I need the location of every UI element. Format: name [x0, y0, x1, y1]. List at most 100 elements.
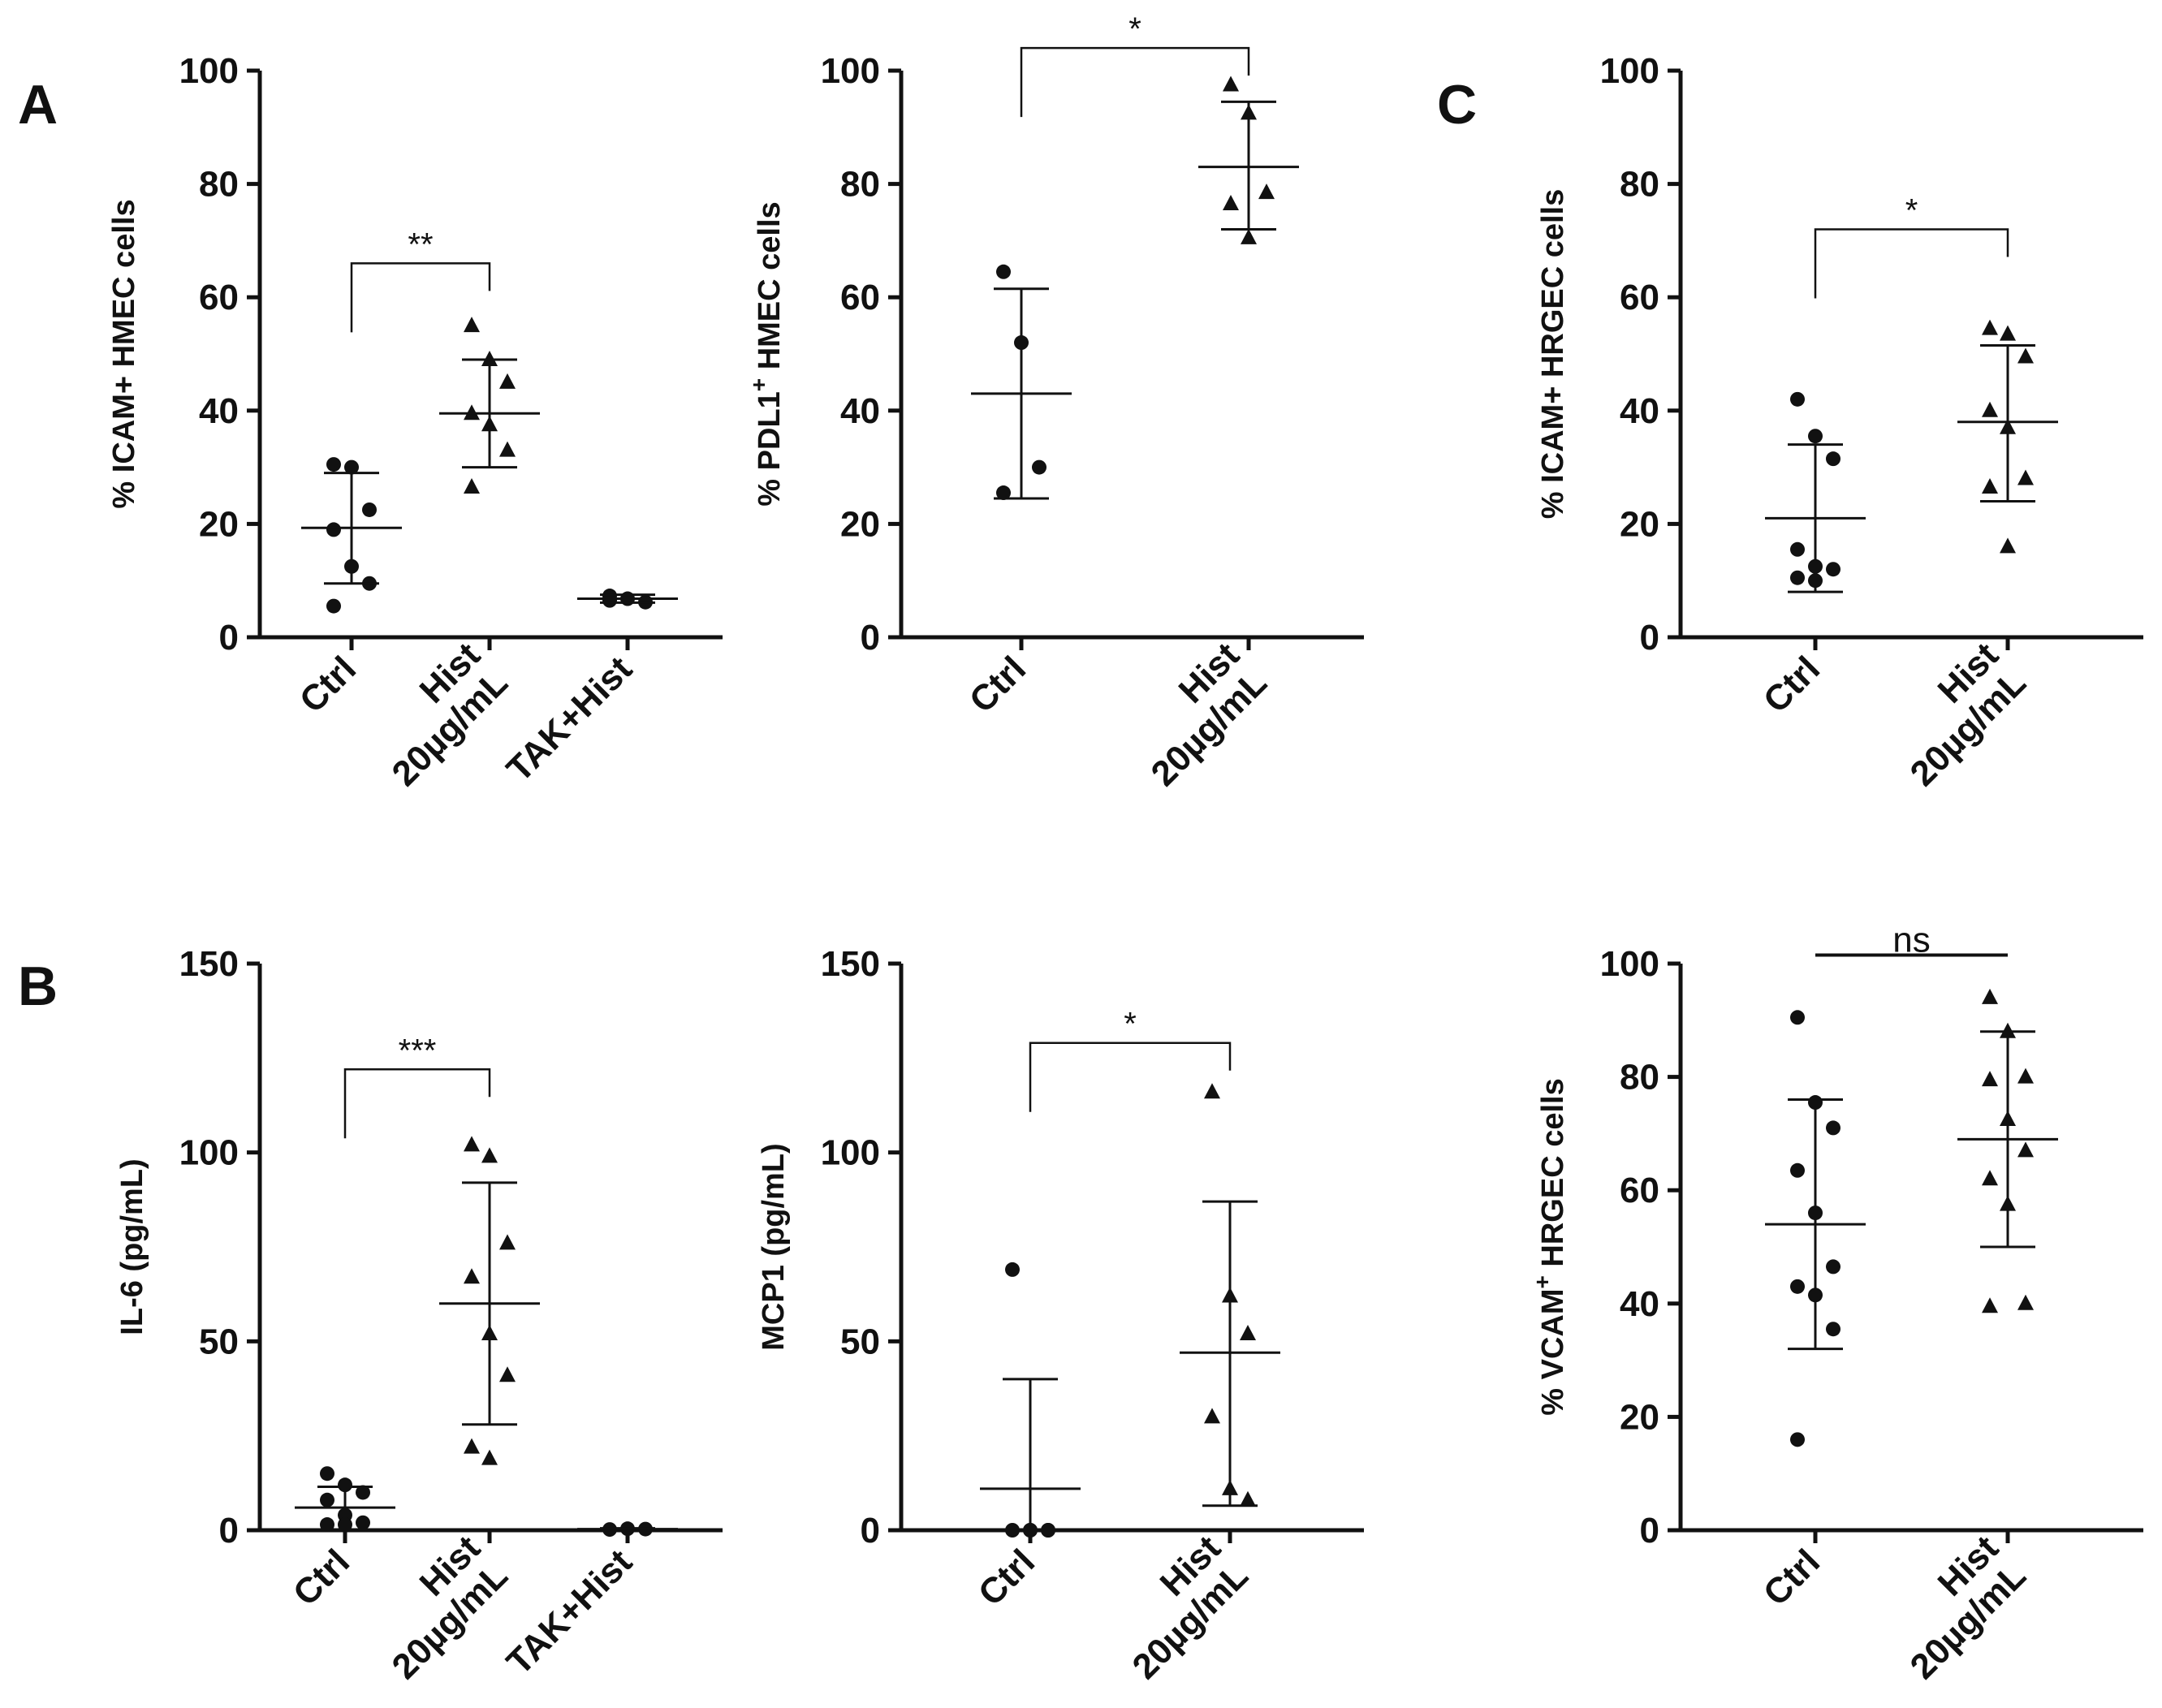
- data-point-circle: [362, 502, 377, 517]
- data-point-circle: [326, 598, 341, 614]
- data-point-triangle: [1982, 401, 1998, 417]
- category-label: TAK+Hist: [499, 649, 640, 789]
- y-axis-title-main: % VCAM: [1536, 1289, 1570, 1416]
- y-axis-title: IL-6 (pg/mL): [115, 1158, 149, 1335]
- significance-label: *: [1124, 1007, 1137, 1042]
- y-tick-label: 100: [1600, 51, 1659, 91]
- significance-label: **: [408, 226, 433, 262]
- y-tick-label: 80: [840, 165, 880, 205]
- category-label: Ctrl: [1756, 649, 1828, 720]
- data-point-circle: [996, 264, 1011, 279]
- data-point-triangle: [499, 373, 516, 389]
- y-axis-title-main: % ICAM+ HRGEC cells: [1536, 189, 1570, 520]
- category-label: Ctrl: [1756, 1542, 1828, 1613]
- data-point-triangle: [481, 1449, 498, 1465]
- category-label: Ctrl: [286, 1542, 357, 1613]
- data-point-circle: [1826, 1120, 1841, 1136]
- data-point-circle: [602, 593, 617, 608]
- y-tick-label: 20: [199, 504, 239, 544]
- significance-label: *: [1905, 192, 1918, 228]
- panel-letter-c: C: [1437, 74, 1477, 136]
- data-point-circle: [1826, 1322, 1841, 1337]
- data-point-circle: [356, 1485, 370, 1500]
- y-axis-title-main: MCP1 (pg/mL): [757, 1143, 791, 1350]
- y-tick-label: 20: [840, 504, 880, 544]
- y-tick-label: 100: [179, 1133, 239, 1173]
- y-tick-label: 80: [1620, 165, 1659, 205]
- data-point-circle: [1005, 1262, 1020, 1277]
- y-tick-label: 50: [199, 1322, 239, 1361]
- category-label: TAK+Hist: [499, 1542, 640, 1682]
- data-point-triangle: [2000, 325, 2016, 341]
- data-point-circle: [326, 522, 341, 537]
- data-point-circle: [996, 485, 1011, 501]
- data-point-triangle: [1204, 1408, 1220, 1424]
- y-tick-label: 80: [1620, 1058, 1659, 1098]
- data-point-triangle: [2000, 537, 2016, 554]
- y-tick-label: 20: [1620, 504, 1659, 544]
- y-tick-label: 50: [840, 1322, 880, 1361]
- data-point-triangle: [2017, 1068, 2034, 1084]
- data-point-circle: [344, 459, 359, 475]
- data-point-circle: [320, 1466, 334, 1482]
- data-point-circle: [1790, 1010, 1805, 1025]
- data-point-triangle: [499, 1234, 516, 1250]
- y-tick-label: 0: [861, 618, 880, 658]
- y-tick-label: 60: [1620, 1171, 1659, 1210]
- y-axis-title-rest: HMEC cells: [753, 201, 787, 378]
- data-point-triangle: [1204, 1083, 1220, 1099]
- y-tick-label: 0: [861, 1511, 880, 1551]
- data-point-triangle: [1982, 319, 1998, 335]
- data-point-triangle: [464, 317, 480, 333]
- data-point-triangle: [1982, 988, 1998, 1004]
- significance-bracket: [350, 262, 491, 333]
- data-point-triangle: [1982, 478, 1998, 494]
- y-tick-label: 0: [219, 1511, 239, 1551]
- y-axis-title: MCP1 (pg/mL): [757, 1143, 791, 1350]
- y-tick-label: 0: [1640, 618, 1659, 658]
- panel-letter-a: A: [18, 74, 58, 136]
- y-axis-title-main: % PDL1: [753, 391, 787, 506]
- data-point-circle: [1790, 1432, 1805, 1447]
- data-point-triangle: [464, 1438, 480, 1454]
- y-tick-label: 100: [821, 1133, 880, 1173]
- data-point-triangle: [499, 441, 516, 457]
- significance-label: ns: [1892, 921, 1930, 960]
- y-tick-label: 0: [1640, 1511, 1659, 1551]
- y-tick-label: 40: [1620, 1284, 1659, 1324]
- panel-letter-b: B: [18, 955, 58, 1017]
- data-point-circle: [326, 457, 341, 472]
- significance-label: *: [1128, 11, 1141, 47]
- category-label: Ctrl: [971, 1542, 1042, 1613]
- data-point-triangle: [1241, 228, 1257, 244]
- data-point-triangle: [1223, 75, 1239, 92]
- significance-bracket: [343, 1068, 491, 1139]
- y-tick-label: 150: [821, 944, 880, 984]
- y-tick-label: 0: [219, 618, 239, 658]
- y-tick-label: 60: [840, 278, 880, 317]
- data-point-circle: [338, 1477, 352, 1493]
- data-point-triangle: [1982, 1071, 1998, 1087]
- data-point-circle: [1790, 1279, 1805, 1294]
- data-point-triangle: [1258, 183, 1275, 200]
- data-point-circle: [1790, 570, 1805, 585]
- significance-bracket: [1029, 1042, 1232, 1112]
- y-axis-title-main: % ICAM+ HMEC cells: [107, 199, 141, 508]
- y-tick-label: 40: [199, 391, 239, 431]
- data-point-circle: [356, 1515, 370, 1530]
- significance-label: ***: [399, 1033, 437, 1068]
- data-point-triangle: [1982, 1170, 1998, 1186]
- data-point-triangle: [2017, 347, 2034, 364]
- data-point-triangle: [464, 478, 480, 494]
- y-tick-label: 150: [179, 944, 239, 984]
- y-tick-label: 80: [199, 165, 239, 205]
- category-label: Ctrl: [962, 649, 1034, 720]
- data-point-triangle: [481, 1147, 498, 1163]
- y-axis-title: % ICAM+ HMEC cells: [107, 199, 141, 508]
